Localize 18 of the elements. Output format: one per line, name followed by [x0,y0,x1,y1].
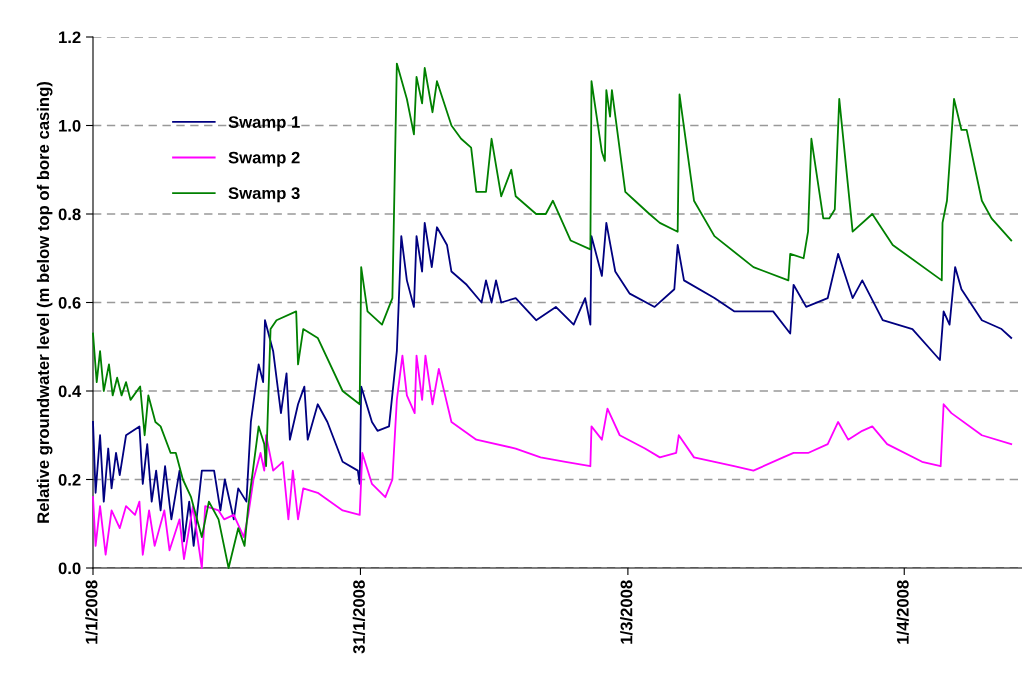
x-tick-label: 1/4/2008 [896,580,909,644]
y-tick-label: 1.2 [59,31,81,44]
y-tick-label: 0.0 [58,562,81,575]
x-tick-label: 1/1/2008 [85,580,98,644]
y-tick-label: 0.2 [58,473,81,486]
line-series [92,221,1013,547]
x-tick-label: 31/1/2008 [352,580,366,654]
y-tick-label: 0.8 [58,208,81,221]
y-tick-label: 1.0 [59,119,81,132]
legend-label: Swamp 2 [228,151,300,167]
line-series [92,354,1013,569]
x-tick-label: 1/3/2008 [620,580,633,644]
y-tick-label: 0.4 [58,385,82,398]
legend-label: Swamp 3 [228,187,300,203]
legend-label: Swamp 1 [228,116,300,132]
y-axis-title: Relative groundwater level (m below top of bore casing) [36,81,53,523]
y-tick-label: 0.6 [58,296,81,309]
line-series [92,62,1013,569]
